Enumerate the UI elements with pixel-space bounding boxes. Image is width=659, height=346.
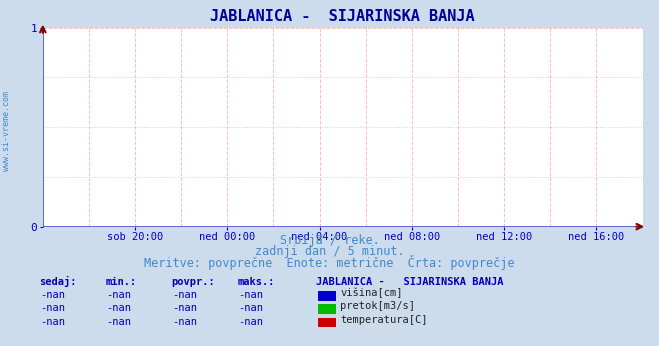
Text: -nan: -nan [106, 303, 131, 313]
Text: Meritve: povprečne  Enote: metrične  Črta: povprečje: Meritve: povprečne Enote: metrične Črta:… [144, 255, 515, 270]
Text: -nan: -nan [40, 317, 65, 327]
Text: -nan: -nan [238, 317, 263, 327]
Text: -nan: -nan [238, 290, 263, 300]
Text: pretok[m3/s]: pretok[m3/s] [340, 301, 415, 311]
Title: JABLANICA -  SIJARINSKA BANJA: JABLANICA - SIJARINSKA BANJA [210, 9, 475, 24]
Text: min.:: min.: [105, 277, 136, 288]
Text: -nan: -nan [106, 290, 131, 300]
Text: www.si-vreme.com: www.si-vreme.com [2, 91, 11, 172]
Text: maks.:: maks.: [237, 277, 275, 288]
Text: zadnji dan / 5 minut.: zadnji dan / 5 minut. [254, 245, 405, 258]
Text: -nan: -nan [106, 317, 131, 327]
Text: -nan: -nan [172, 317, 197, 327]
Text: sedaj:: sedaj: [40, 276, 77, 288]
Text: -nan: -nan [172, 303, 197, 313]
Text: -nan: -nan [40, 303, 65, 313]
Text: -nan: -nan [40, 290, 65, 300]
Text: -nan: -nan [172, 290, 197, 300]
Text: temperatura[C]: temperatura[C] [340, 315, 428, 325]
Text: -nan: -nan [238, 303, 263, 313]
Text: Srbija / reke.: Srbija / reke. [279, 234, 380, 247]
Text: JABLANICA -   SIJARINSKA BANJA: JABLANICA - SIJARINSKA BANJA [316, 277, 504, 288]
Text: višina[cm]: višina[cm] [340, 288, 403, 298]
Text: povpr.:: povpr.: [171, 277, 215, 288]
